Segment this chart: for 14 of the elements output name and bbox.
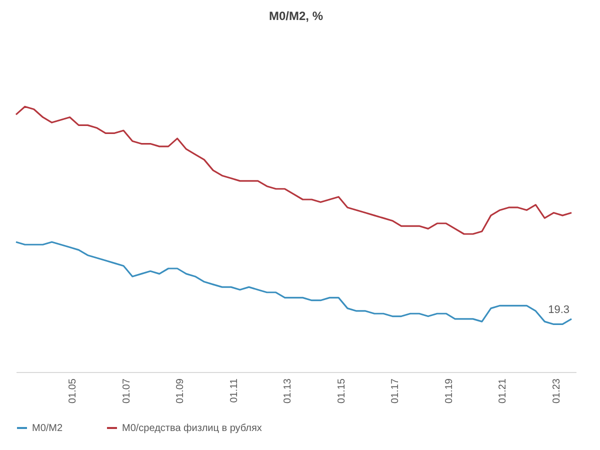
chart-title: M0/M2, %: [268, 9, 324, 23]
x-tick-label: 01.13: [282, 378, 294, 404]
legend-label: M0/M2: [32, 423, 63, 434]
x-tick-label: 01.07: [121, 378, 132, 404]
x-tick-label: 01.21: [498, 378, 509, 404]
x-tick-label: 01.09: [175, 378, 186, 404]
annotation: 19.3: [548, 304, 570, 316]
x-tick-label: 01.23: [551, 378, 562, 404]
legend-label: M0/средства физлиц в рублях: [122, 423, 262, 434]
x-tick-label: 01.17: [390, 378, 402, 404]
x-tick-label: 01.19: [444, 378, 455, 404]
x-tick-label: 01.05: [68, 378, 79, 404]
x-tick-label: 01.15: [336, 378, 348, 404]
x-tick-label: 01.11: [228, 378, 240, 403]
